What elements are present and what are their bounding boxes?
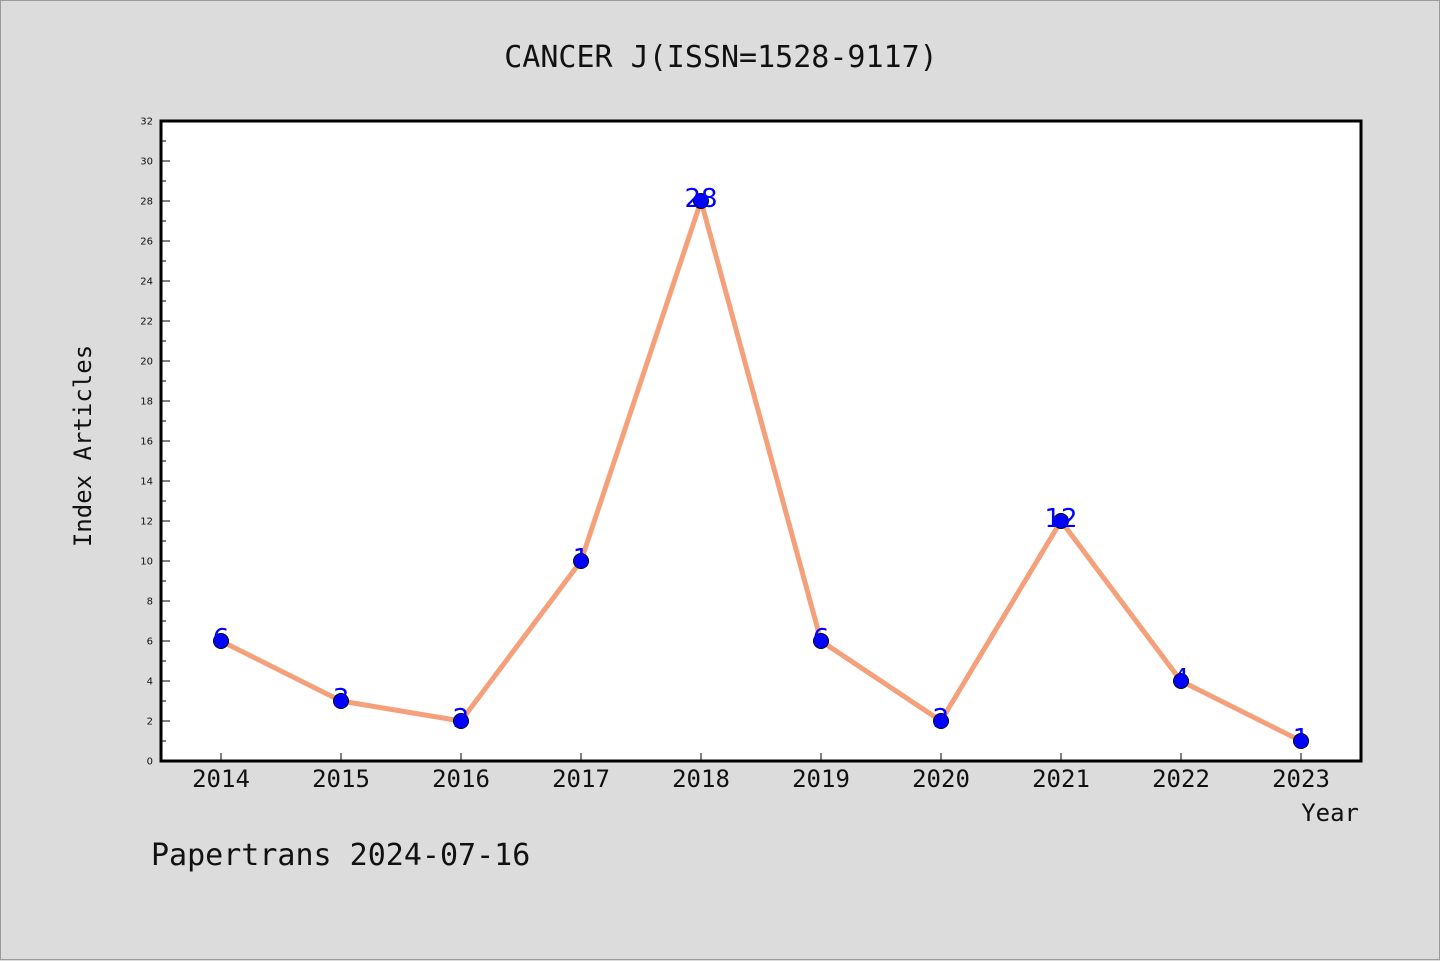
- x-tick-label: 2020: [912, 765, 970, 793]
- x-tick-label: 2015: [312, 765, 370, 793]
- x-tick-label: 2016: [432, 765, 490, 793]
- data-label: 1: [573, 544, 590, 574]
- data-label: 6: [213, 624, 230, 654]
- y-tick-label: 14: [140, 477, 153, 488]
- y-tick-label: 12: [140, 517, 153, 528]
- data-label: 4: [1173, 664, 1190, 694]
- series-line: [218, 198, 1304, 744]
- data-point: [453, 713, 469, 729]
- data-point: [1053, 513, 1069, 529]
- series: [213, 193, 1309, 749]
- x-axis-label: Year: [1301, 799, 1359, 827]
- y-tick-label: 20: [140, 357, 153, 368]
- x-tick-label: 2014: [192, 765, 250, 793]
- x-tick-label: 2019: [792, 765, 850, 793]
- data-label: 1: [1293, 724, 1310, 754]
- y-tick-label: 28: [140, 197, 153, 208]
- y-tick-label: 2: [147, 717, 153, 728]
- x-tick-label: 2018: [672, 765, 730, 793]
- y-tick-label: 18: [140, 397, 153, 408]
- y-tick-label: 16: [140, 437, 153, 448]
- data-label: 2: [933, 704, 950, 734]
- data-label: 28: [684, 184, 717, 214]
- y-axis-label: Index Articles: [69, 345, 97, 547]
- y-tick-label: 0: [147, 757, 153, 768]
- chart-title: CANCER J(ISSN=1528-9117): [504, 40, 937, 75]
- data-point: [573, 553, 589, 569]
- footer-text: Papertrans 2024-07-16: [151, 838, 530, 873]
- y-tick-label: 4: [147, 677, 153, 688]
- data-point: [333, 693, 349, 709]
- x-tick-label: 2023: [1272, 765, 1330, 793]
- y-tick-label: 22: [140, 317, 153, 328]
- data-label: 12: [1044, 504, 1077, 534]
- x-axis: 2014 2015 2016 2017 2018 2019 2020 2021 2022 2023: [192, 753, 1330, 793]
- data-point: [213, 633, 229, 649]
- data-point: [693, 193, 709, 209]
- y-tick-label: 10: [140, 557, 153, 568]
- plot-border: [159, 119, 1363, 763]
- y-tick-label: 26: [140, 237, 153, 248]
- data-point: [1293, 733, 1309, 749]
- data-point: [933, 713, 949, 729]
- x-tick-label: 2017: [552, 765, 610, 793]
- y-tick-label: 8: [147, 597, 153, 608]
- y-tick-label: 24: [140, 277, 153, 288]
- y-tick-label: 6: [147, 637, 153, 648]
- data-label: 3: [333, 684, 350, 714]
- data-point: [1173, 673, 1189, 689]
- data-label: 6: [813, 624, 830, 654]
- data-labels: 6 3 2 1 28 6 2 12 4 1: [213, 184, 1310, 754]
- x-tick-label: 2021: [1032, 765, 1090, 793]
- x-tick-label: 2022: [1152, 765, 1210, 793]
- data-point: [813, 633, 829, 649]
- y-tick-label: 30: [140, 157, 153, 168]
- data-label: 2: [453, 704, 470, 734]
- y-tick-label: 32: [140, 117, 153, 128]
